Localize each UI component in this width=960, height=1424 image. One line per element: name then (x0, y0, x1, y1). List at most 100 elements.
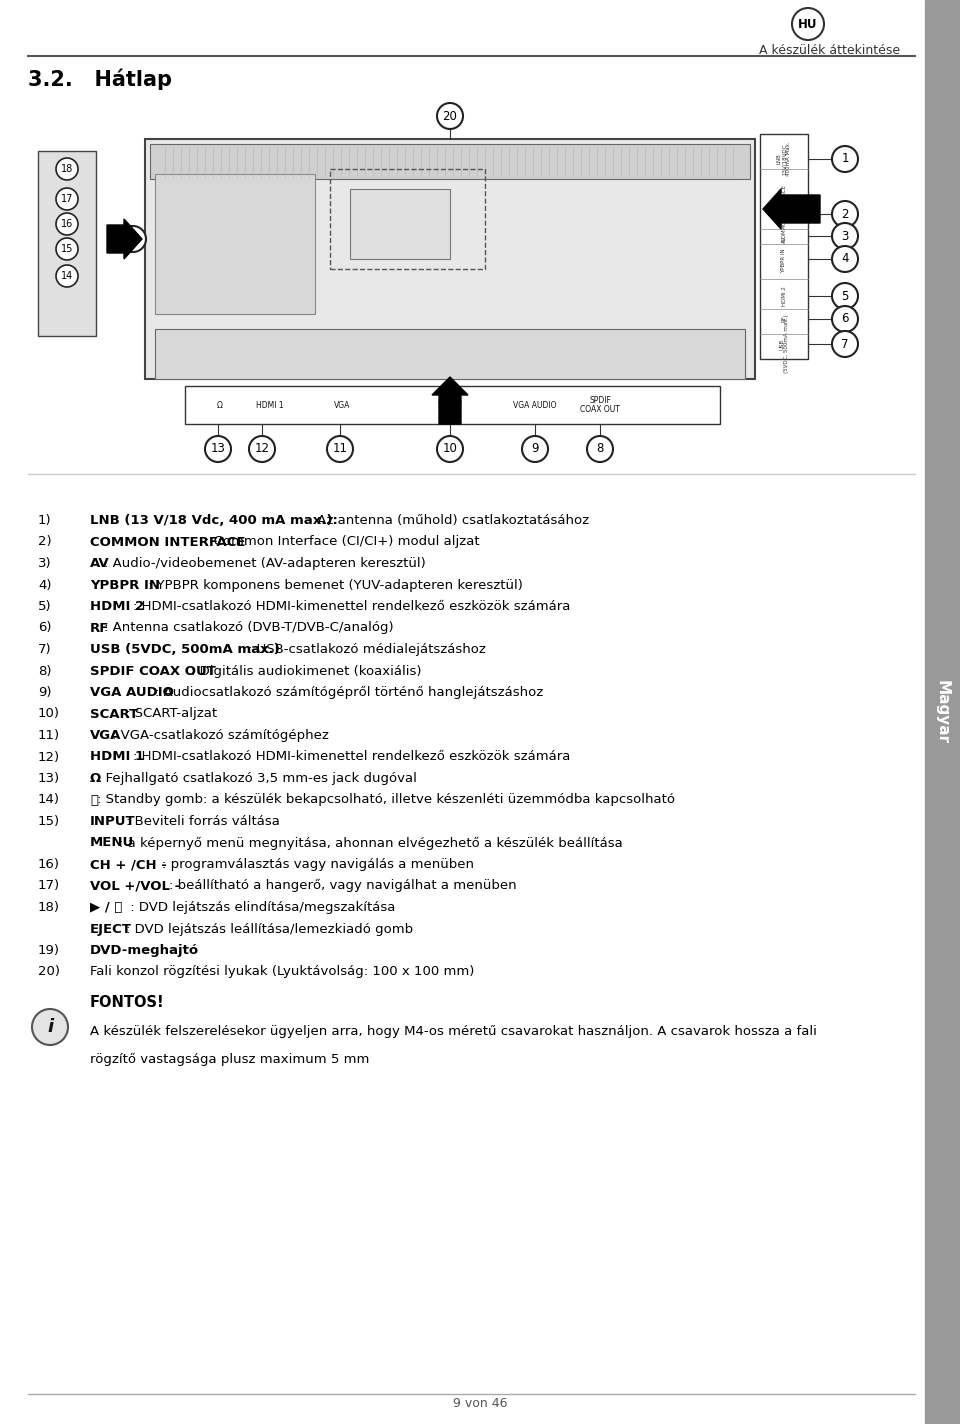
Text: Ω: Ω (90, 772, 101, 785)
Circle shape (437, 436, 463, 461)
Text: INPUT: INPUT (90, 815, 135, 827)
Circle shape (32, 1010, 68, 1045)
Text: AV: AV (781, 235, 786, 242)
Text: 3.2.   Hátlap: 3.2. Hátlap (28, 68, 172, 91)
Text: SPDIF COAX OUT: SPDIF COAX OUT (90, 665, 216, 678)
Text: FONTOS!: FONTOS! (90, 995, 164, 1010)
Bar (38, 151, 96, 336)
Text: VGA: VGA (334, 400, 350, 410)
Circle shape (522, 436, 548, 461)
Text: 19: 19 (126, 232, 140, 245)
Text: HU: HU (799, 17, 818, 30)
Text: VGA: VGA (90, 729, 121, 742)
Text: : programválasztás vagy navigálás a menüben: : programválasztás vagy navigálás a menü… (162, 859, 474, 871)
Text: 20: 20 (443, 110, 457, 122)
Text: COMMON INTERFACE: COMMON INTERFACE (90, 535, 246, 548)
Bar (350, 189, 450, 259)
Text: 2): 2) (38, 535, 52, 548)
Text: 7): 7) (38, 644, 52, 656)
Text: Az antenna (műhold) csatlakoztatásához: Az antenna (műhold) csatlakoztatásához (313, 514, 589, 527)
Text: VGA AUDIO: VGA AUDIO (90, 686, 174, 699)
Bar (145, 140, 755, 379)
Circle shape (56, 265, 78, 288)
Text: DVD-meghajtó: DVD-meghajtó (90, 944, 199, 957)
Text: 3: 3 (841, 229, 849, 242)
Text: 13: 13 (210, 443, 226, 456)
Circle shape (832, 330, 858, 357)
Text: 18: 18 (60, 164, 73, 174)
Text: 14: 14 (60, 271, 73, 281)
Text: 19): 19) (38, 944, 60, 957)
Text: HDMI 1: HDMI 1 (90, 750, 144, 763)
Text: COMMON INTERFACE: COMMON INTERFACE (781, 185, 786, 242)
Text: SCART: SCART (90, 708, 138, 721)
Text: 7: 7 (841, 337, 849, 350)
Circle shape (832, 147, 858, 172)
Text: 16: 16 (60, 219, 73, 229)
Text: : USB-csatlakozó médialejátszáshoz: : USB-csatlakozó médialejátszáshoz (249, 644, 487, 656)
Circle shape (56, 214, 78, 235)
Circle shape (832, 224, 858, 249)
Text: 14): 14) (38, 793, 60, 806)
Text: 11: 11 (332, 443, 348, 456)
Text: 10: 10 (443, 443, 457, 456)
Text: 11): 11) (38, 729, 60, 742)
Text: RF: RF (781, 316, 786, 322)
Text: A készülék áttekintése: A készülék áttekintése (758, 44, 900, 57)
Text: USB
(5VDC, 500mA max.): USB (5VDC, 500mA max.) (779, 315, 789, 373)
Text: : Audio-/videobemenet (AV-adapteren keresztül): : Audio-/videobemenet (AV-adapteren kere… (105, 557, 426, 570)
Text: CH + /CH -: CH + /CH - (90, 859, 167, 871)
Text: 3): 3) (38, 557, 52, 570)
Text: 15: 15 (60, 244, 73, 253)
Text: 5: 5 (841, 289, 849, 302)
Text: VGA AUDIO: VGA AUDIO (514, 400, 557, 410)
Text: 1): 1) (38, 514, 52, 527)
Circle shape (832, 201, 858, 226)
Text: : YPBPR komponens bemenet (YUV-adapteren keresztül): : YPBPR komponens bemenet (YUV-adapteren… (148, 578, 522, 591)
Circle shape (120, 226, 146, 252)
Text: 13): 13) (38, 772, 60, 785)
Text: : HDMI-csatlakozó HDMI-kimenettel rendelkező eszközök számára: : HDMI-csatlakozó HDMI-kimenettel rendel… (133, 600, 570, 612)
Text: 4): 4) (38, 578, 52, 591)
Text: 18): 18) (38, 901, 60, 914)
Text: YPBPR IN: YPBPR IN (90, 578, 160, 591)
Circle shape (832, 283, 858, 309)
Bar (150, 144, 750, 179)
Text: 9): 9) (38, 686, 52, 699)
Bar (185, 386, 720, 424)
Text: 12: 12 (254, 443, 270, 456)
Text: SCART: SCART (438, 400, 463, 410)
Text: USB (5VDC, 500mA max.): USB (5VDC, 500mA max.) (90, 644, 280, 656)
Bar (925, 0, 960, 1424)
Text: Magyar: Magyar (934, 679, 949, 745)
Text: : SCART-aljzat: : SCART-aljzat (126, 708, 217, 721)
Text: 12): 12) (38, 750, 60, 763)
Text: EJECT: EJECT (90, 923, 132, 936)
Text: 17: 17 (60, 194, 73, 204)
Text: 9: 9 (531, 443, 539, 456)
Text: 15): 15) (38, 815, 60, 827)
Circle shape (249, 436, 275, 461)
Circle shape (437, 103, 463, 130)
Text: : VGA-csatlakozó számítógéphez: : VGA-csatlakozó számítógéphez (111, 729, 328, 742)
FancyArrow shape (107, 219, 142, 259)
Text: HDMI 2: HDMI 2 (90, 600, 144, 612)
Text: RF: RF (90, 621, 109, 635)
Text: : Fejhallgató csatlakozó 3,5 mm-es jack dugóval: : Fejhallgató csatlakozó 3,5 mm-es jack … (97, 772, 417, 785)
Circle shape (327, 436, 353, 461)
Text: 5): 5) (38, 600, 52, 612)
Text: : Audiocsatlakozó számítógépről történő hanglejátszáshoz: : Audiocsatlakozó számítógépről történő … (155, 686, 543, 699)
Circle shape (832, 306, 858, 332)
Text: : DVD lejátszás leállítása/lemezkiadó gomb: : DVD lejátszás leállítása/lemezkiadó go… (126, 923, 413, 936)
Text: ▶ / ⏸: ▶ / ⏸ (90, 901, 122, 914)
Text: 8): 8) (38, 665, 52, 678)
Text: : Beviteli forrás váltása: : Beviteli forrás váltása (126, 815, 280, 827)
Text: : Antenna csatlakozó (DVB-T/DVB-C/analóg): : Antenna csatlakozó (DVB-T/DVB-C/analóg… (105, 621, 394, 635)
Text: 1: 1 (841, 152, 849, 165)
Text: 8: 8 (596, 443, 604, 456)
Text: 9 von 46: 9 von 46 (453, 1397, 507, 1410)
Text: 20): 20) (38, 965, 60, 978)
Circle shape (56, 158, 78, 179)
Text: i: i (47, 1018, 53, 1037)
Text: 16): 16) (38, 859, 60, 871)
